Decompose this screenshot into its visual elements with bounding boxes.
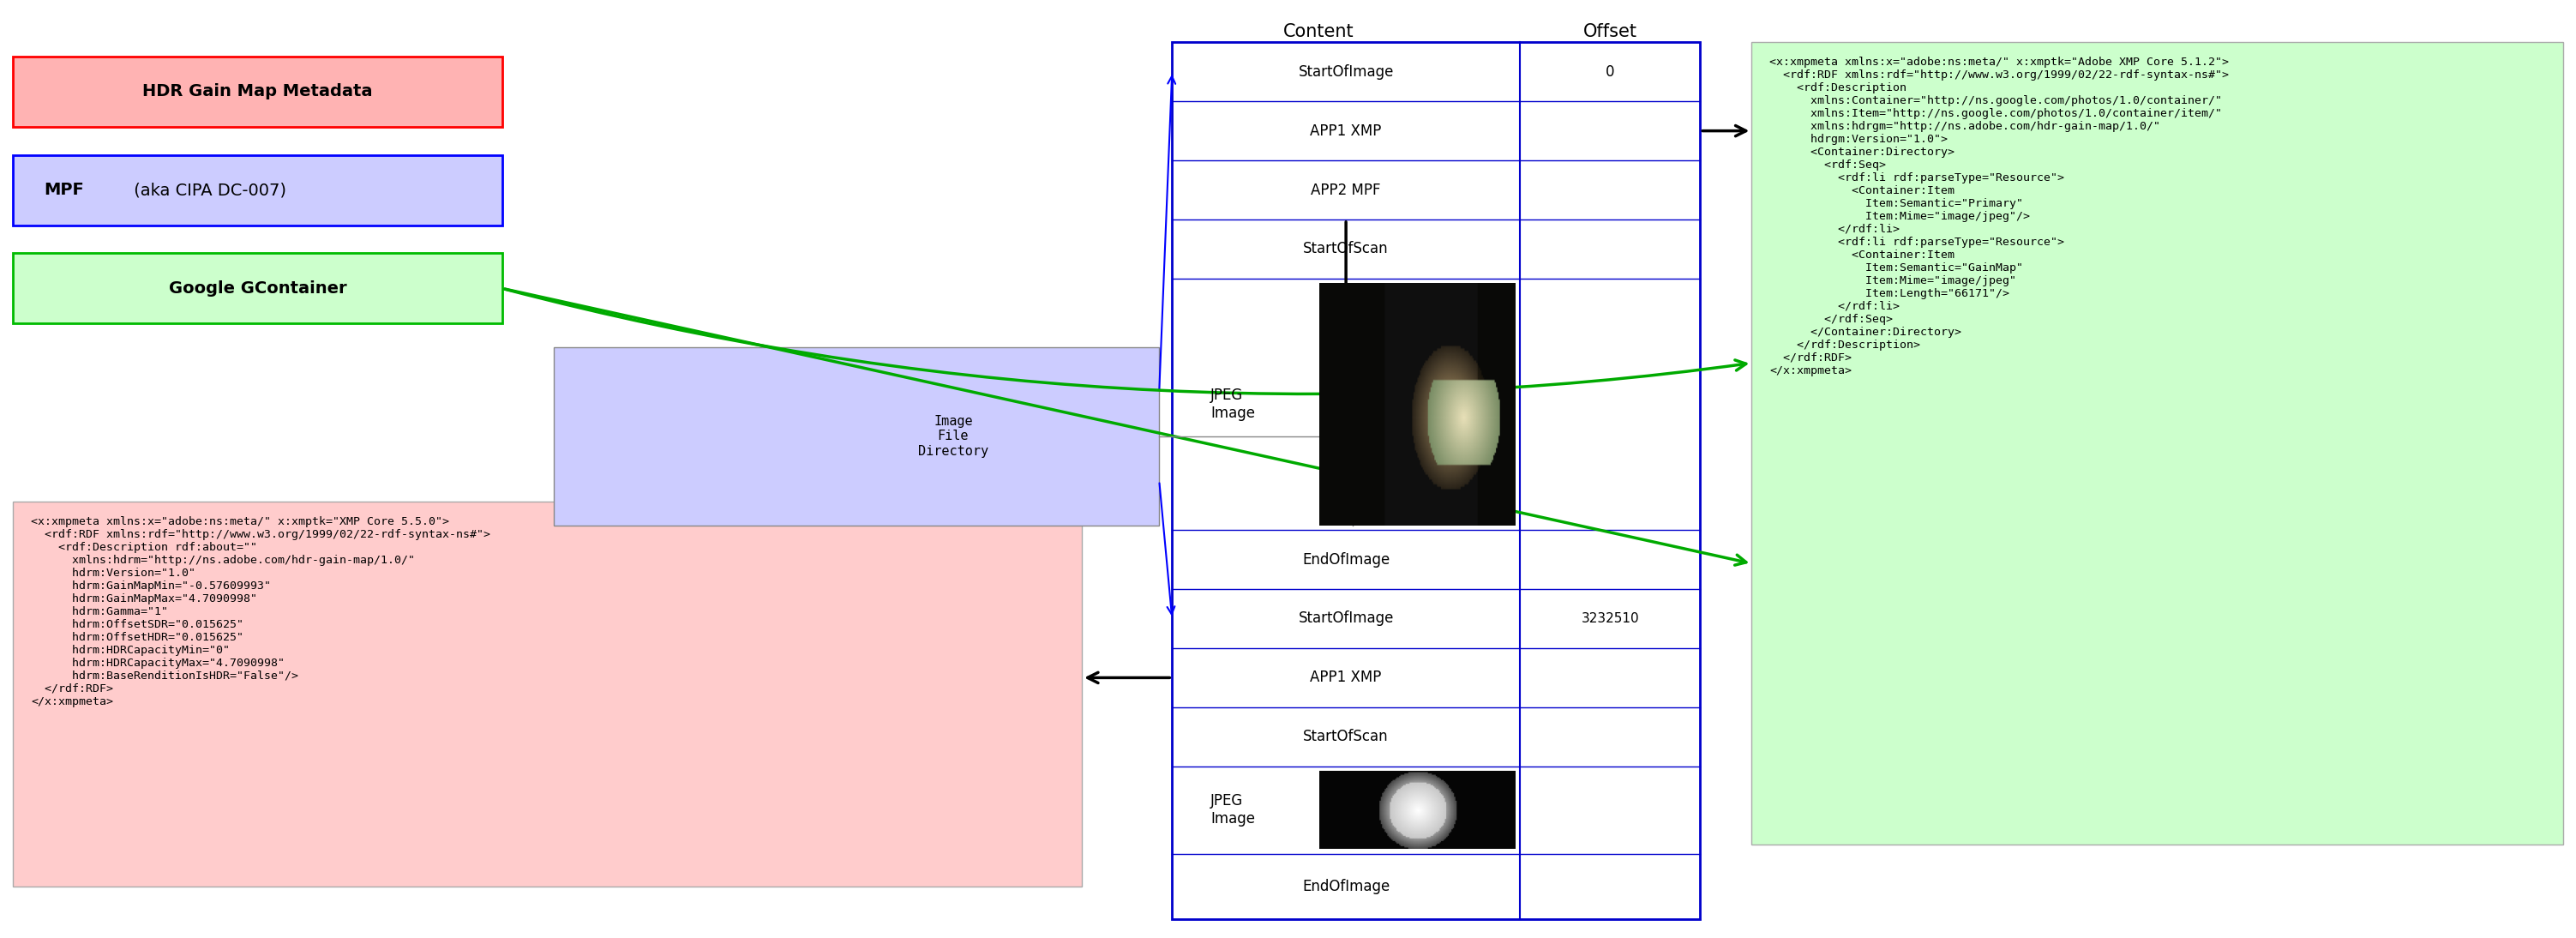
Bar <box>1752 42 2563 844</box>
Text: EndOfImage: EndOfImage <box>1301 552 1391 567</box>
Text: Content: Content <box>1283 23 1355 40</box>
Text: (aka CIPA DC-007): (aka CIPA DC-007) <box>129 182 286 198</box>
Text: APP1 XMP: APP1 XMP <box>1311 123 1381 139</box>
Text: StartOfImage: StartOfImage <box>1298 611 1394 627</box>
Text: <x:xmpmeta xmlns:x="adobe:ns:meta/" x:xmptk="XMP Core 5.5.0">
  <rdf:RDF xmlns:r: <x:xmpmeta xmlns:x="adobe:ns:meta/" x:xm… <box>31 516 489 707</box>
Text: JPEG
Image: JPEG Image <box>1211 387 1255 421</box>
Text: Offset: Offset <box>1584 23 1636 40</box>
Bar <box>554 347 1159 525</box>
Text: <x:xmpmeta xmlns:x="adobe:ns:meta/" x:xmptk="Adobe XMP Core 5.1.2">
  <rdf:RDF x: <x:xmpmeta xmlns:x="adobe:ns:meta/" x:xm… <box>1770 56 2228 376</box>
Bar <box>1172 42 1700 919</box>
Text: MPF: MPF <box>44 182 85 198</box>
Text: StartOfScan: StartOfScan <box>1303 729 1388 745</box>
Text: Offset:         0
Size:   3232510: Offset: 0 Size: 3232510 <box>1365 379 1486 404</box>
Text: 3232510: 3232510 <box>1582 613 1638 625</box>
Bar <box>13 56 502 127</box>
Text: 0: 0 <box>1605 64 1615 80</box>
Text: StartOfScan: StartOfScan <box>1303 241 1388 257</box>
Bar <box>13 253 502 324</box>
Bar <box>13 155 502 225</box>
Text: StartOfImage: StartOfImage <box>1298 64 1394 80</box>
Text: Google GContainer: Google GContainer <box>167 280 348 296</box>
Text: APP2 MPF: APP2 MPF <box>1311 182 1381 198</box>
Text: APP1 XMP: APP1 XMP <box>1311 670 1381 686</box>
Bar <box>13 502 1082 886</box>
Text: Offset: 3230821
Size:       66171: Offset: 3230821 Size: 66171 <box>1365 468 1486 493</box>
Text: Image
File
Directory: Image File Directory <box>917 415 989 458</box>
Text: JPEG
Image: JPEG Image <box>1211 794 1255 826</box>
Text: EndOfImage: EndOfImage <box>1301 879 1391 894</box>
Text: HDR Gain Map Metadata: HDR Gain Map Metadata <box>142 83 374 99</box>
